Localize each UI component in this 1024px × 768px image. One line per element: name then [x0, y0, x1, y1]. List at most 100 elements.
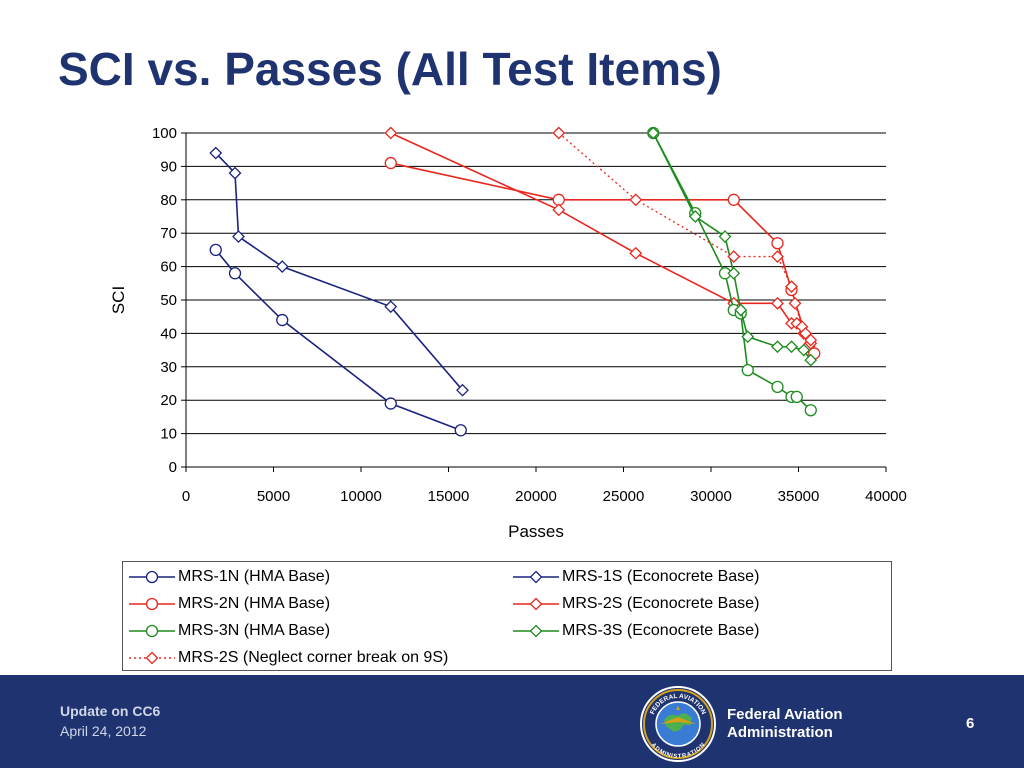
legend-label: MRS-1N (HMA Base) [178, 568, 331, 585]
data-point [552, 126, 566, 140]
legend-swatch [129, 597, 175, 611]
y-tick-label: 30 [160, 359, 177, 376]
chart-grid [186, 132, 886, 468]
data-point [688, 210, 702, 223]
x-tick-label: 30000 [690, 488, 732, 505]
footer-bar: Update on CC6 April 24, 2012 FEDERAL AVI… [0, 675, 1024, 768]
data-point [727, 266, 741, 280]
y-tick-label: 80 [160, 192, 177, 209]
agency-name-line2: Administration [727, 724, 833, 741]
legend-swatch-marker [145, 570, 159, 584]
data-point [785, 340, 798, 354]
data-point [276, 313, 289, 327]
data-point [552, 203, 566, 217]
y-tick-label: 0 [169, 459, 177, 476]
series-line [558, 132, 812, 341]
series-1 [209, 146, 469, 397]
data-point [384, 126, 398, 140]
y-tick-label: 40 [160, 325, 177, 342]
series-0 [209, 243, 467, 437]
data-point [797, 343, 811, 357]
data-point [646, 126, 660, 140]
legend-item: MRS-2S (Neglect corner break on 9S) [129, 648, 448, 668]
y-tick-label: 60 [160, 259, 177, 276]
x-tick-label: 35000 [778, 488, 820, 505]
agency-name-line1: Federal Aviation [727, 706, 843, 723]
legend-swatch-marker [529, 597, 543, 611]
data-point [228, 267, 242, 280]
data-point [456, 383, 469, 397]
legend-swatch-marker [145, 624, 159, 638]
legend-label: MRS-3S (Econocrete Base) [562, 622, 760, 639]
data-point [785, 280, 798, 294]
x-tick-label: 15000 [428, 488, 470, 505]
legend-swatch-marker [145, 597, 159, 611]
legend-swatch [129, 570, 175, 584]
x-tick-label: 25000 [603, 488, 645, 505]
y-tick-label: 50 [160, 292, 177, 309]
series-line [215, 152, 464, 391]
y-tick-label: 70 [160, 225, 177, 242]
data-point [718, 230, 732, 243]
slide-title: SCI vs. Passes (All Test Items) [58, 43, 722, 95]
page-number: 6 [966, 715, 975, 732]
series-line [390, 132, 812, 344]
data-point [454, 424, 467, 437]
legend-swatch-marker [529, 624, 543, 638]
data-point [741, 363, 754, 377]
data-point [741, 330, 755, 344]
chart-ticks: 0 10 20 30 40 50 60 70 80 90 100 0 5000 10000 15000 200… [152, 125, 907, 505]
series-line [652, 132, 812, 361]
legend-label: MRS-2S (Neglect corner break on 9S) [178, 649, 449, 666]
x-tick-label: 5000 [257, 488, 290, 505]
legend-item: MRS-2N (HMA Base) [129, 594, 330, 614]
legend-item: MRS-3N (HMA Base) [129, 621, 330, 641]
y-tick-label: 90 [160, 158, 177, 175]
data-point [771, 380, 784, 393]
data-point [209, 243, 222, 257]
x-tick-label: 0 [182, 488, 190, 505]
data-point [232, 230, 245, 243]
legend-item: MRS-2S (Econocrete Base) [513, 594, 759, 614]
series-3 [384, 126, 818, 350]
data-point [275, 260, 289, 274]
data-point [384, 397, 397, 410]
data-point [384, 156, 397, 170]
data-point [771, 250, 784, 263]
data-point [228, 166, 242, 180]
series-5 [646, 126, 818, 367]
data-point [771, 340, 784, 354]
data-point [790, 390, 803, 404]
footer-date: April 24, 2012 [60, 723, 147, 739]
data-point [799, 326, 812, 340]
legend-item: MRS-1N (HMA Base) [129, 567, 330, 587]
y-tick-label: 10 [160, 426, 177, 443]
chart-axes [181, 132, 887, 472]
series-6 [552, 126, 818, 347]
data-point [727, 250, 741, 263]
legend-swatch-marker [145, 651, 159, 665]
x-tick-label: 10000 [340, 488, 382, 505]
data-point [771, 296, 784, 310]
data-point [804, 353, 818, 367]
legend-item: MRS-3S (Econocrete Base) [513, 621, 759, 641]
series-line [215, 249, 462, 432]
data-point [209, 146, 223, 160]
chart-svg: 0 10 20 30 40 50 60 70 80 90 100 0 5000 10000 15000 200… [109, 125, 907, 541]
x-tick-label: 20000 [515, 488, 557, 505]
legend-swatch [513, 570, 559, 584]
x-axis-label: Passes [508, 522, 564, 541]
legend-label: MRS-2N (HMA Base) [178, 595, 331, 612]
legend-swatch [513, 624, 559, 638]
legend-item: MRS-1S (Econocrete Base) [513, 567, 759, 587]
legend-swatch [513, 597, 559, 611]
y-tick-label: 100 [152, 125, 177, 142]
data-point [804, 333, 818, 347]
faa-seal-icon: FEDERAL AVIATION ADMINISTRATION [640, 686, 716, 762]
data-point [771, 237, 784, 250]
legend-label: MRS-1S (Econocrete Base) [562, 568, 760, 585]
footer-presentation-title: Update on CC6 [60, 703, 161, 719]
data-point [384, 300, 398, 314]
y-tick-label: 20 [160, 392, 177, 409]
agency-name: Federal Aviation Administration [727, 706, 843, 742]
